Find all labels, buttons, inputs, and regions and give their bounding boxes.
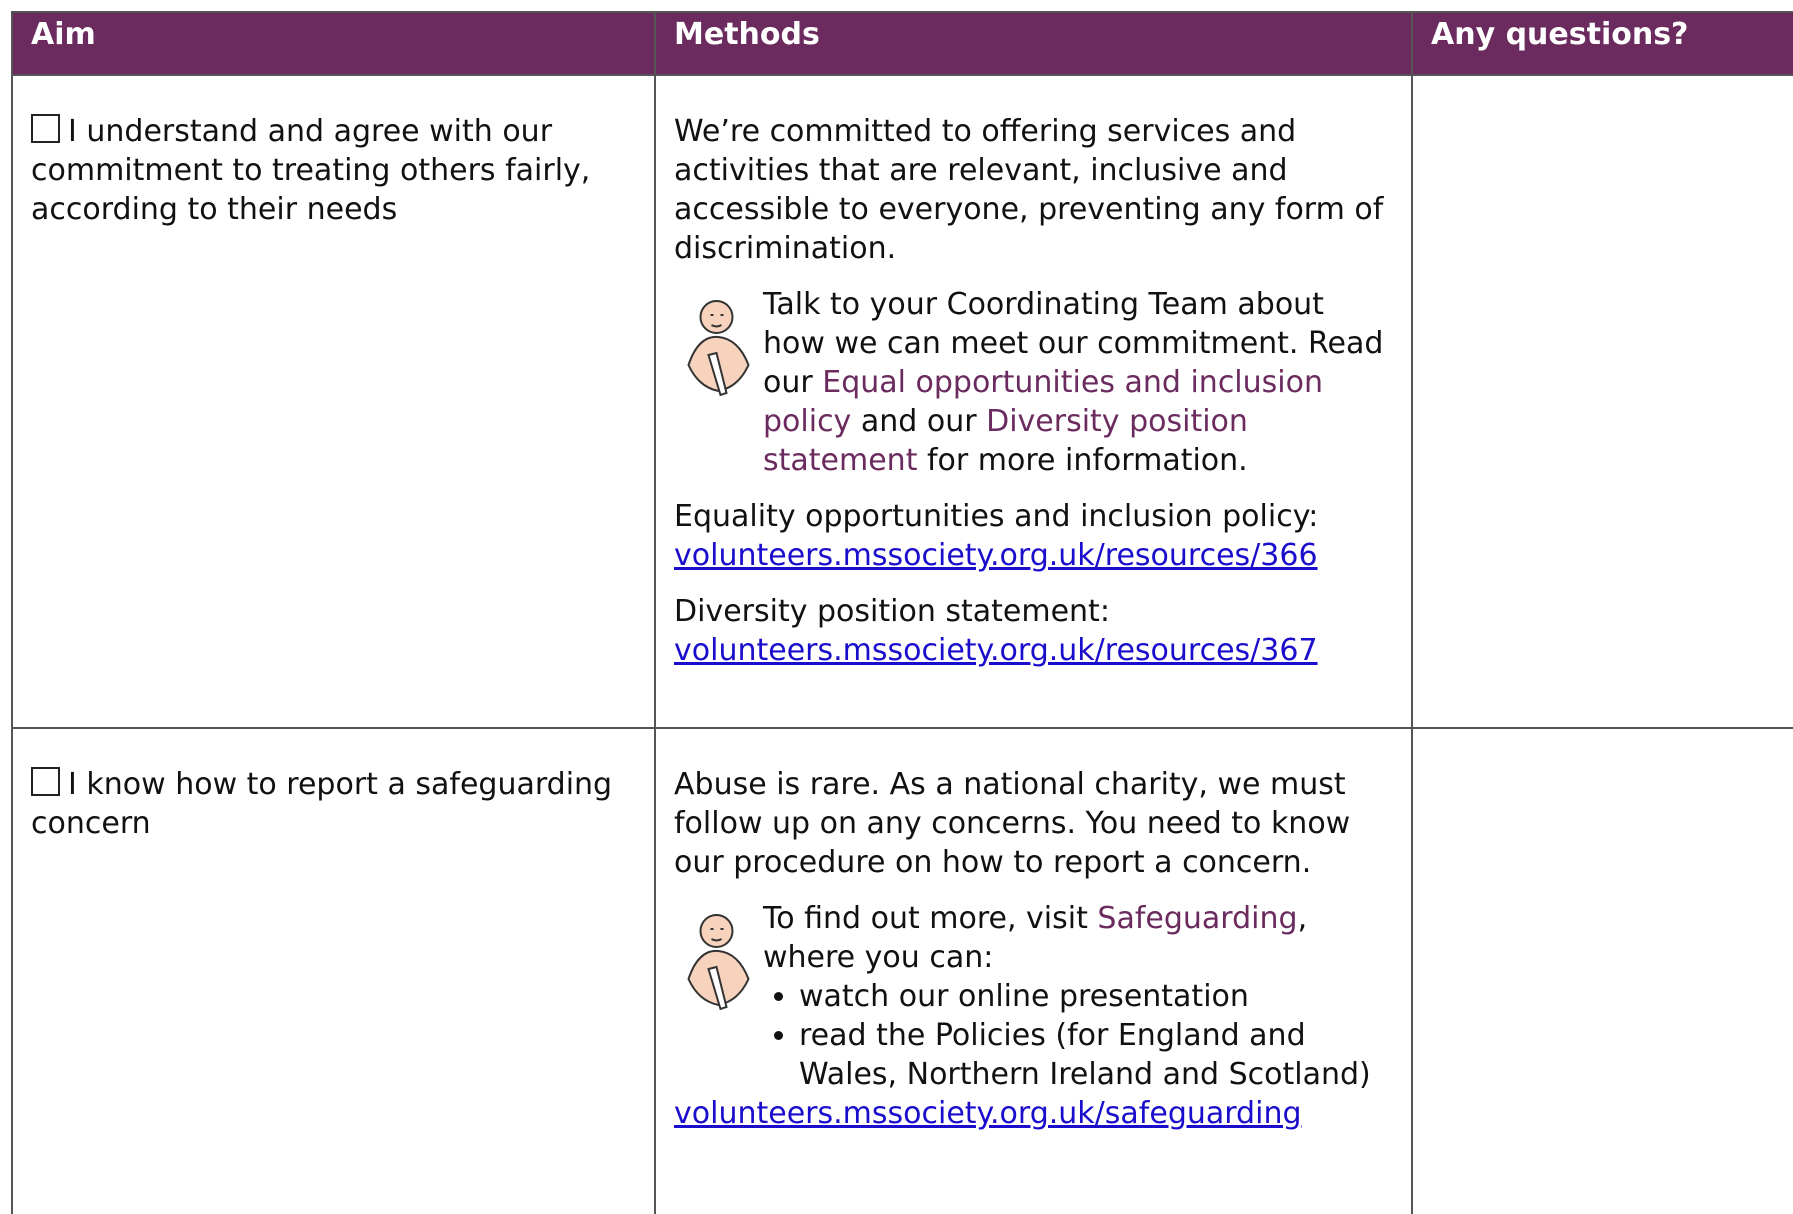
header-row: Aim Methods Any questions? (11, 11, 1793, 76)
questions-cell (1411, 74, 1793, 729)
aim-text: I understand and agree with our commitme… (31, 114, 591, 227)
text: for more information. (917, 443, 1248, 478)
intro: We’re committed to offering services and… (674, 114, 1384, 266)
intro: Abuse is rare. As a national charity, we… (674, 767, 1351, 880)
header-cell: Any questions? (1411, 11, 1793, 76)
link[interactable]: Diversity position statement (763, 404, 1248, 478)
url[interactable]: volunteers.mssociety.org.uk/resources/36… (674, 633, 1318, 668)
link[interactable]: Safeguarding (1097, 901, 1298, 936)
aim-cell: I understand and agree with our commitme… (11, 74, 656, 729)
header-cell: Aim (11, 11, 655, 76)
aim-cell: I know how to report a safeguarding conc… (11, 727, 656, 1214)
checkbox[interactable] (31, 767, 60, 796)
link[interactable]: Equal opportunities and inclusion policy (763, 365, 1323, 439)
row: I understand and agree with our commitme… (11, 74, 1793, 729)
row: I know how to report a safeguarding conc… (11, 727, 1793, 1214)
ref-label: Equality opportunities and inclusion pol… (674, 499, 1319, 534)
bullet-list: watch our online presentation read the P… (763, 977, 1393, 1094)
ref-label: Diversity position statement: (674, 594, 1110, 629)
url[interactable]: volunteers.mssociety.org.uk/safeguarding (674, 1096, 1302, 1131)
tip: To find out more, visit Safeguarding, wh… (664, 899, 1393, 1094)
document: Aim Methods Any questions? I understand … (11, 11, 1793, 1214)
url[interactable]: volunteers.mssociety.org.uk/resources/36… (674, 538, 1318, 573)
text: and our (851, 404, 987, 439)
ref: Diversity position statement: volunteers.… (674, 592, 1393, 670)
checkbox[interactable] (31, 114, 60, 143)
bullet: watch our online presentation (799, 977, 1393, 1016)
thinking-icon (687, 300, 750, 397)
aim-text: I know how to report a safeguarding conc… (31, 767, 613, 841)
tip-text: To find out more, visit Safeguarding, wh… (763, 899, 1393, 1094)
bullet: read the Policies (for England and Wales… (799, 1016, 1393, 1094)
header-cell: Methods (654, 11, 1412, 76)
methods-cell: Abuse is rare. As a national charity, we… (654, 727, 1413, 1214)
questions-cell (1411, 727, 1793, 1214)
table: Aim Methods Any questions? I understand … (11, 11, 1793, 1214)
text: , where you can: (763, 901, 1308, 975)
tip: Talk to your Coordinating Team about how… (664, 285, 1393, 480)
ref: Equality opportunities and inclusion pol… (674, 497, 1393, 575)
tip-text: Talk to your Coordinating Team about how… (763, 285, 1393, 480)
text: Talk to your Coordinating Team about how… (763, 287, 1384, 400)
methods-cell: We’re committed to offering services and… (654, 74, 1413, 729)
text: To find out more, visit (763, 901, 1098, 936)
thinking-icon (687, 914, 750, 1011)
